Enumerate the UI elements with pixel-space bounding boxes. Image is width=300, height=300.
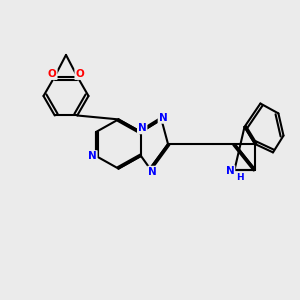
Text: N: N: [138, 123, 147, 134]
Text: O: O: [75, 69, 84, 79]
Text: N: N: [88, 151, 97, 161]
Text: N: N: [148, 167, 157, 177]
Text: N: N: [226, 166, 235, 176]
Text: H: H: [236, 173, 244, 182]
Text: O: O: [48, 69, 57, 79]
Text: N: N: [158, 113, 167, 123]
